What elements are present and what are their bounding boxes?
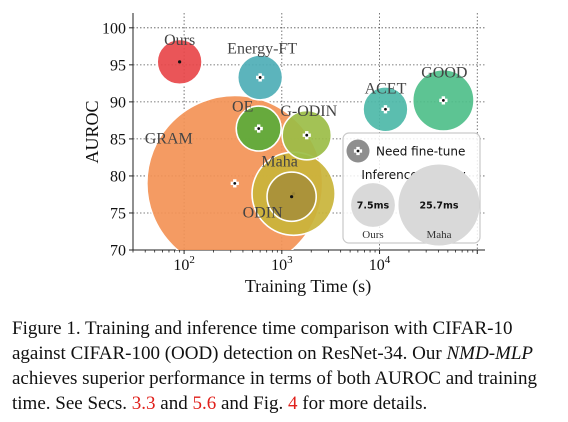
x-tick-exponent: 3 [287,254,293,266]
point-label: ODIN [243,205,283,222]
point-label: ACET [365,80,407,97]
legend-latency-sample [351,183,395,227]
caption-text-3: and [155,393,193,414]
fine-tune-marker-icon [254,124,263,133]
caption-method-name: NMD-MLP [446,343,534,364]
legend-latency-value: 25.7ms [420,201,459,212]
y-tick-label: 85 [110,131,126,148]
caption-text-2: achieves superior performance in terms o… [12,368,537,414]
caption-text-1: Figure 1. Training and inference time co… [12,318,513,364]
point-labels: Ours Energy-FT ACET GOOD OE G-ODIN GRAM Maha ODI… [145,32,468,222]
figure-caption: Figure 1. Training and inference time co… [12,316,558,416]
y-tick-label: 80 [110,168,126,185]
y-tick-label: 70 [110,243,126,260]
x-tick-base: 10 [271,257,287,274]
y-tick-label: 100 [102,20,126,37]
center-dot-odin [290,195,294,199]
legend-sample-name: Maha [426,229,451,241]
x-tick-label: 104 [369,254,391,274]
point-label: GRAM [145,130,193,147]
fine-tune-marker-icon [439,96,448,105]
x-tick-label: 103 [271,254,293,274]
point-label: GOOD [421,64,467,81]
point-label: Energy-FT [227,40,297,57]
y-tick-label: 75 [110,205,126,222]
center-dot-ours [178,60,182,64]
x-tick-base: 10 [369,257,385,274]
y-axis-label: AUROC [82,100,102,163]
caption-text-5: for more details. [297,393,428,414]
point-label: G-ODIN [280,103,337,120]
legend-latency-sample [398,164,480,246]
x-tick-label: 102 [173,254,195,274]
caption-section-ref-2[interactable]: 5.6 [192,393,217,414]
legend-sample-name: Ours [362,229,383,241]
caption-figure-ref[interactable]: 4 [288,393,298,414]
caption-section-ref-1[interactable]: 3.3 [131,393,156,414]
fine-tune-marker-icon [302,131,311,140]
y-tick-label: 95 [110,57,126,74]
fine-tune-marker-icon [256,73,265,82]
caption-text-4: and Fig. [216,393,288,414]
fine-tune-marker-icon [230,179,239,188]
data-bubbles [146,38,475,250]
legend-latency-value: 7.5ms [357,201,390,212]
fine-tune-marker-icon [381,105,390,114]
x-tick-exponent: 2 [189,254,195,266]
x-axis-label: Training Time (s) [245,276,371,297]
point-label: Ours [164,32,195,49]
point-label: Maha [261,154,297,171]
y-tick-label: 90 [110,94,126,111]
legend-plus-icon [353,146,363,156]
x-tick-base: 10 [173,257,189,274]
legend-fine-tune-label: Need fine-tune [376,145,465,159]
x-tick-exponent: 4 [385,254,391,266]
point-label: OE [232,99,253,116]
